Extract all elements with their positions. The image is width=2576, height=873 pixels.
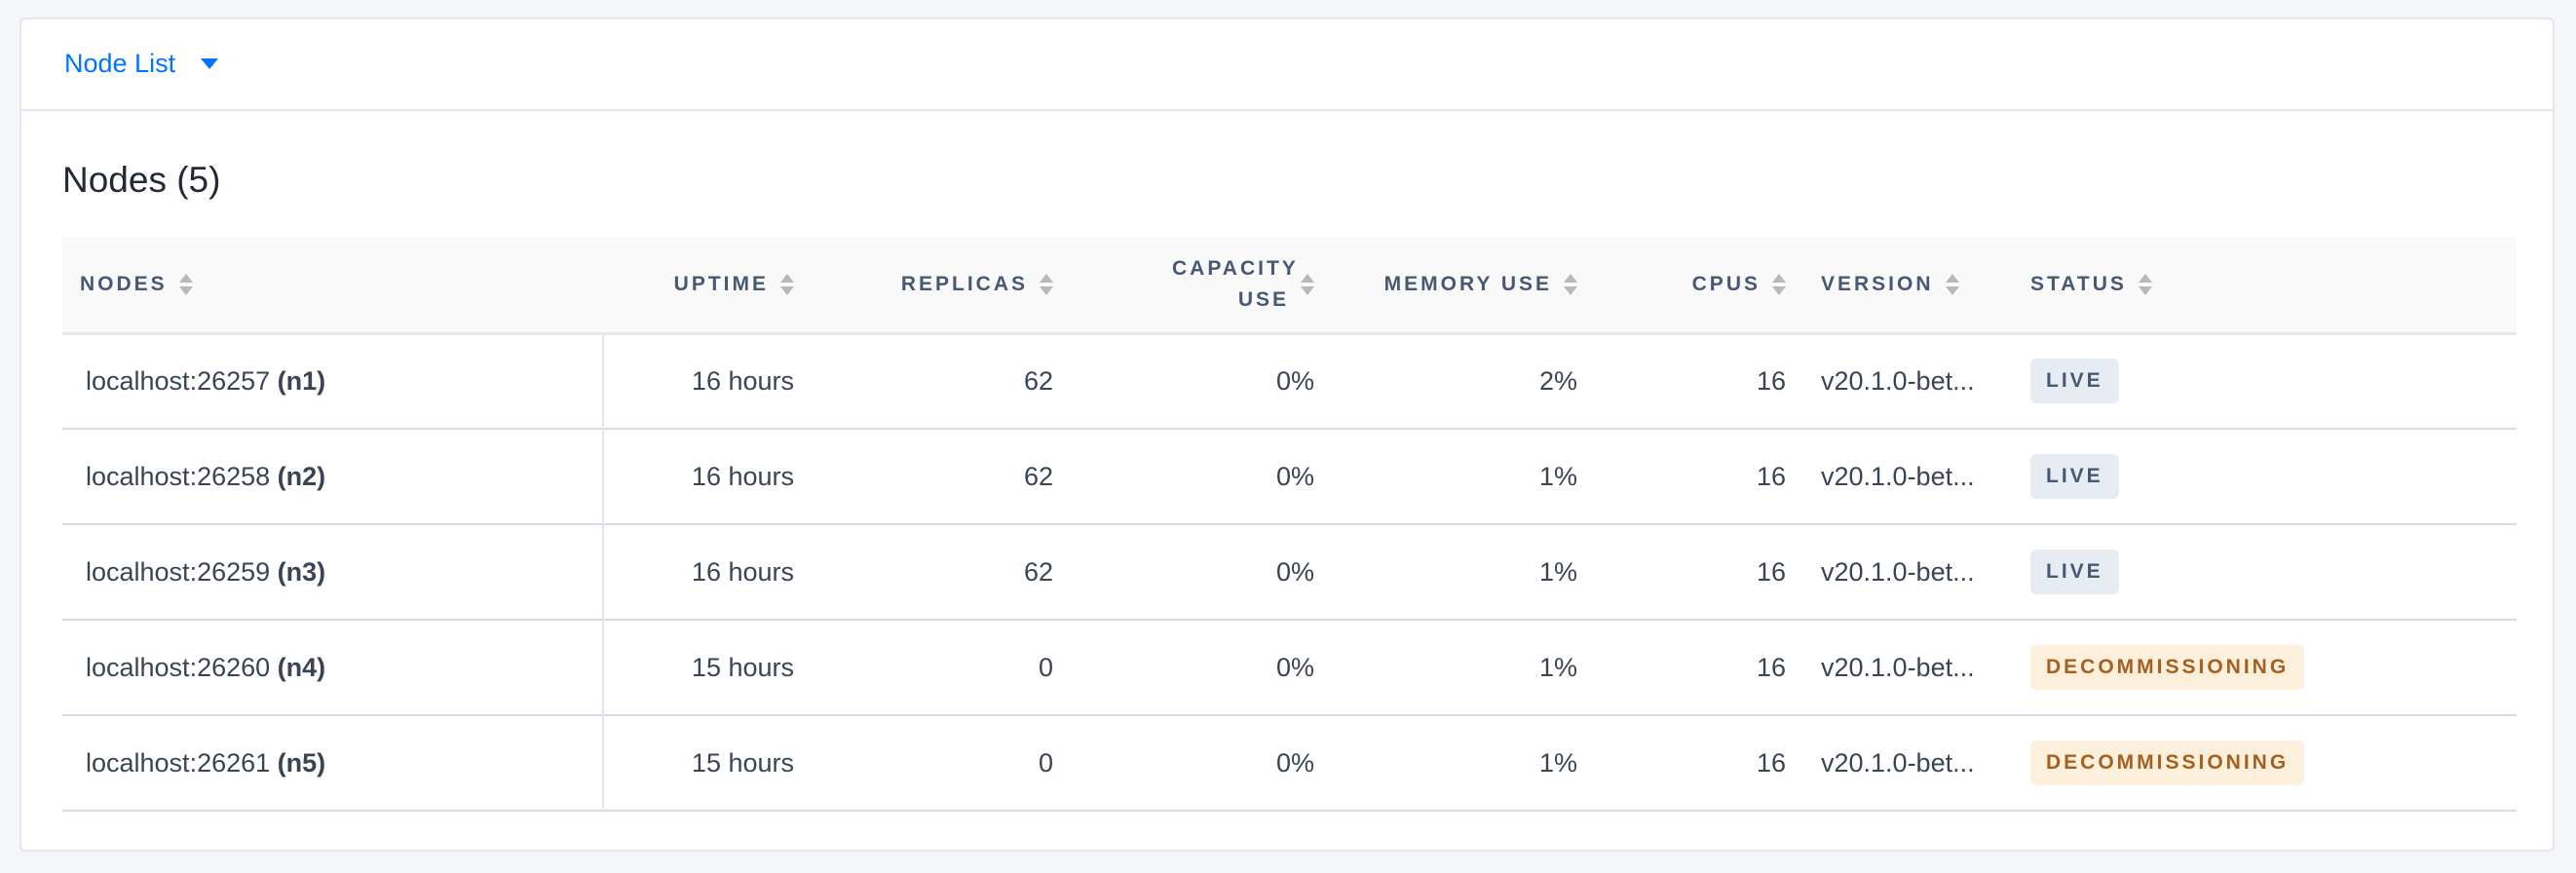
sort-icon[interactable]	[1945, 273, 1959, 295]
sort-icon[interactable]	[1772, 273, 1786, 295]
memory-cell: 2%	[1538, 365, 1577, 396]
table-row[interactable]: localhost:26257 (n1) 16 hours 62 0% 2% 16 v20.…	[62, 333, 2517, 429]
version-cell: v20.1.0-bet...	[1821, 556, 1975, 587]
capacity-cell: 0%	[1275, 365, 1314, 396]
version-cell: v20.1.0-bet...	[1821, 652, 1975, 682]
node-cell: localhost:26257 (n1)	[62, 333, 604, 429]
node-cell: localhost:26260 (n4)	[62, 620, 604, 715]
column-header-capacity-use[interactable]: Capacity Use	[1071, 237, 1332, 333]
column-header-nodes[interactable]: Nodes	[62, 237, 603, 333]
column-label: Status	[2030, 272, 2127, 295]
uptime-cell: 16 hours	[691, 461, 794, 491]
memory-cell: 1%	[1538, 556, 1577, 587]
nodes-panel: Nodes (5) Nodes Uptime Replicas Capacity Us…	[19, 111, 2555, 852]
status-cell: LIVE	[2013, 524, 2517, 620]
column-label: CPUs	[1691, 272, 1761, 295]
column-label: Version	[1821, 272, 1934, 295]
status-badge: LIVE	[2030, 359, 2119, 404]
column-label: Replicas	[900, 272, 1028, 295]
status-badge: DECOMMISSIONING	[2030, 740, 2305, 785]
page-header: Node List	[19, 18, 2555, 111]
column-header-replicas[interactable]: Replicas	[812, 237, 1071, 333]
capacity-cell: 0%	[1275, 747, 1314, 778]
replicas-cell: 0	[1038, 747, 1053, 778]
page-title: Nodes (5)	[62, 160, 221, 200]
table-row[interactable]: localhost:26259 (n3) 16 hours 62 0% 1% 16 v20.…	[62, 524, 2517, 620]
column-label: Uptime	[673, 272, 769, 295]
status-cell: DECOMMISSIONING	[2013, 715, 2517, 811]
sort-icon[interactable]	[2138, 273, 2152, 295]
sort-icon[interactable]	[1564, 273, 1577, 295]
node-address[interactable]: localhost:26259	[86, 556, 271, 587]
replicas-cell: 0	[1038, 652, 1053, 682]
status-badge: DECOMMISSIONING	[2030, 645, 2305, 690]
column-header-status[interactable]: Status	[2013, 237, 2517, 333]
status-cell: DECOMMISSIONING	[2013, 620, 2517, 715]
cpus-cell: 16	[1756, 365, 1786, 396]
node-id: (n1)	[277, 365, 326, 396]
status-badge: LIVE	[2030, 454, 2119, 499]
nodes-table: Nodes Uptime Replicas Capacity Use Memory Us…	[62, 237, 2517, 812]
column-header-memory-use[interactable]: Memory Use	[1332, 237, 1595, 333]
replicas-cell: 62	[1023, 461, 1053, 491]
cpus-cell: 16	[1756, 461, 1786, 491]
uptime-cell: 15 hours	[691, 652, 794, 682]
replicas-cell: 62	[1023, 556, 1053, 587]
cpus-cell: 16	[1756, 652, 1786, 682]
status-cell: LIVE	[2013, 333, 2517, 429]
status-badge: LIVE	[2030, 550, 2119, 594]
uptime-cell: 16 hours	[691, 556, 794, 587]
node-cell: localhost:26261 (n5)	[62, 715, 604, 811]
node-address[interactable]: localhost:26260	[86, 652, 271, 682]
node-id: (n3)	[277, 556, 326, 587]
uptime-cell: 15 hours	[691, 747, 794, 778]
memory-cell: 1%	[1538, 461, 1577, 491]
dropdown-label: Node List	[64, 49, 176, 78]
node-list-dropdown[interactable]: Node List	[64, 49, 219, 79]
node-cell: localhost:26258 (n2)	[62, 429, 604, 524]
memory-cell: 1%	[1538, 652, 1577, 682]
node-address[interactable]: localhost:26257	[86, 365, 271, 396]
table-header-row: Nodes Uptime Replicas Capacity Use Memory Us…	[62, 237, 2517, 333]
capacity-cell: 0%	[1275, 652, 1314, 682]
version-cell: v20.1.0-bet...	[1821, 747, 1975, 778]
replicas-cell: 62	[1023, 365, 1053, 396]
node-address[interactable]: localhost:26261	[86, 747, 271, 778]
sort-icon[interactable]	[1040, 273, 1053, 295]
cpus-cell: 16	[1756, 747, 1786, 778]
column-label: Nodes	[80, 272, 168, 295]
table-row[interactable]: localhost:26258 (n2) 16 hours 62 0% 1% 16 v20.…	[62, 429, 2517, 524]
node-id: (n2)	[277, 461, 326, 491]
column-label: Capacity Use	[1172, 256, 1299, 311]
version-cell: v20.1.0-bet...	[1821, 461, 1975, 491]
column-header-cpus[interactable]: CPUs	[1595, 237, 1803, 333]
node-address[interactable]: localhost:26258	[86, 461, 271, 491]
column-header-uptime[interactable]: Uptime	[603, 237, 812, 333]
sort-icon[interactable]	[780, 273, 794, 295]
node-id: (n4)	[277, 652, 326, 682]
column-label: Memory Use	[1383, 272, 1552, 295]
capacity-cell: 0%	[1275, 461, 1314, 491]
table-row[interactable]: localhost:26261 (n5) 15 hours 0 0% 1% 16 v20.1…	[62, 715, 2517, 811]
version-cell: v20.1.0-bet...	[1821, 365, 1975, 396]
memory-cell: 1%	[1538, 747, 1577, 778]
status-cell: LIVE	[2013, 429, 2517, 524]
capacity-cell: 0%	[1275, 556, 1314, 587]
node-cell: localhost:26259 (n3)	[62, 524, 604, 620]
node-id: (n5)	[277, 747, 326, 778]
sort-icon[interactable]	[1301, 273, 1314, 295]
uptime-cell: 16 hours	[691, 365, 794, 396]
table-row[interactable]: localhost:26260 (n4) 15 hours 0 0% 1% 16 v20.1…	[62, 620, 2517, 715]
caret-down-icon	[201, 58, 219, 69]
sort-icon[interactable]	[178, 273, 193, 295]
column-header-version[interactable]: Version	[1803, 237, 2013, 333]
cpus-cell: 16	[1756, 556, 1786, 587]
